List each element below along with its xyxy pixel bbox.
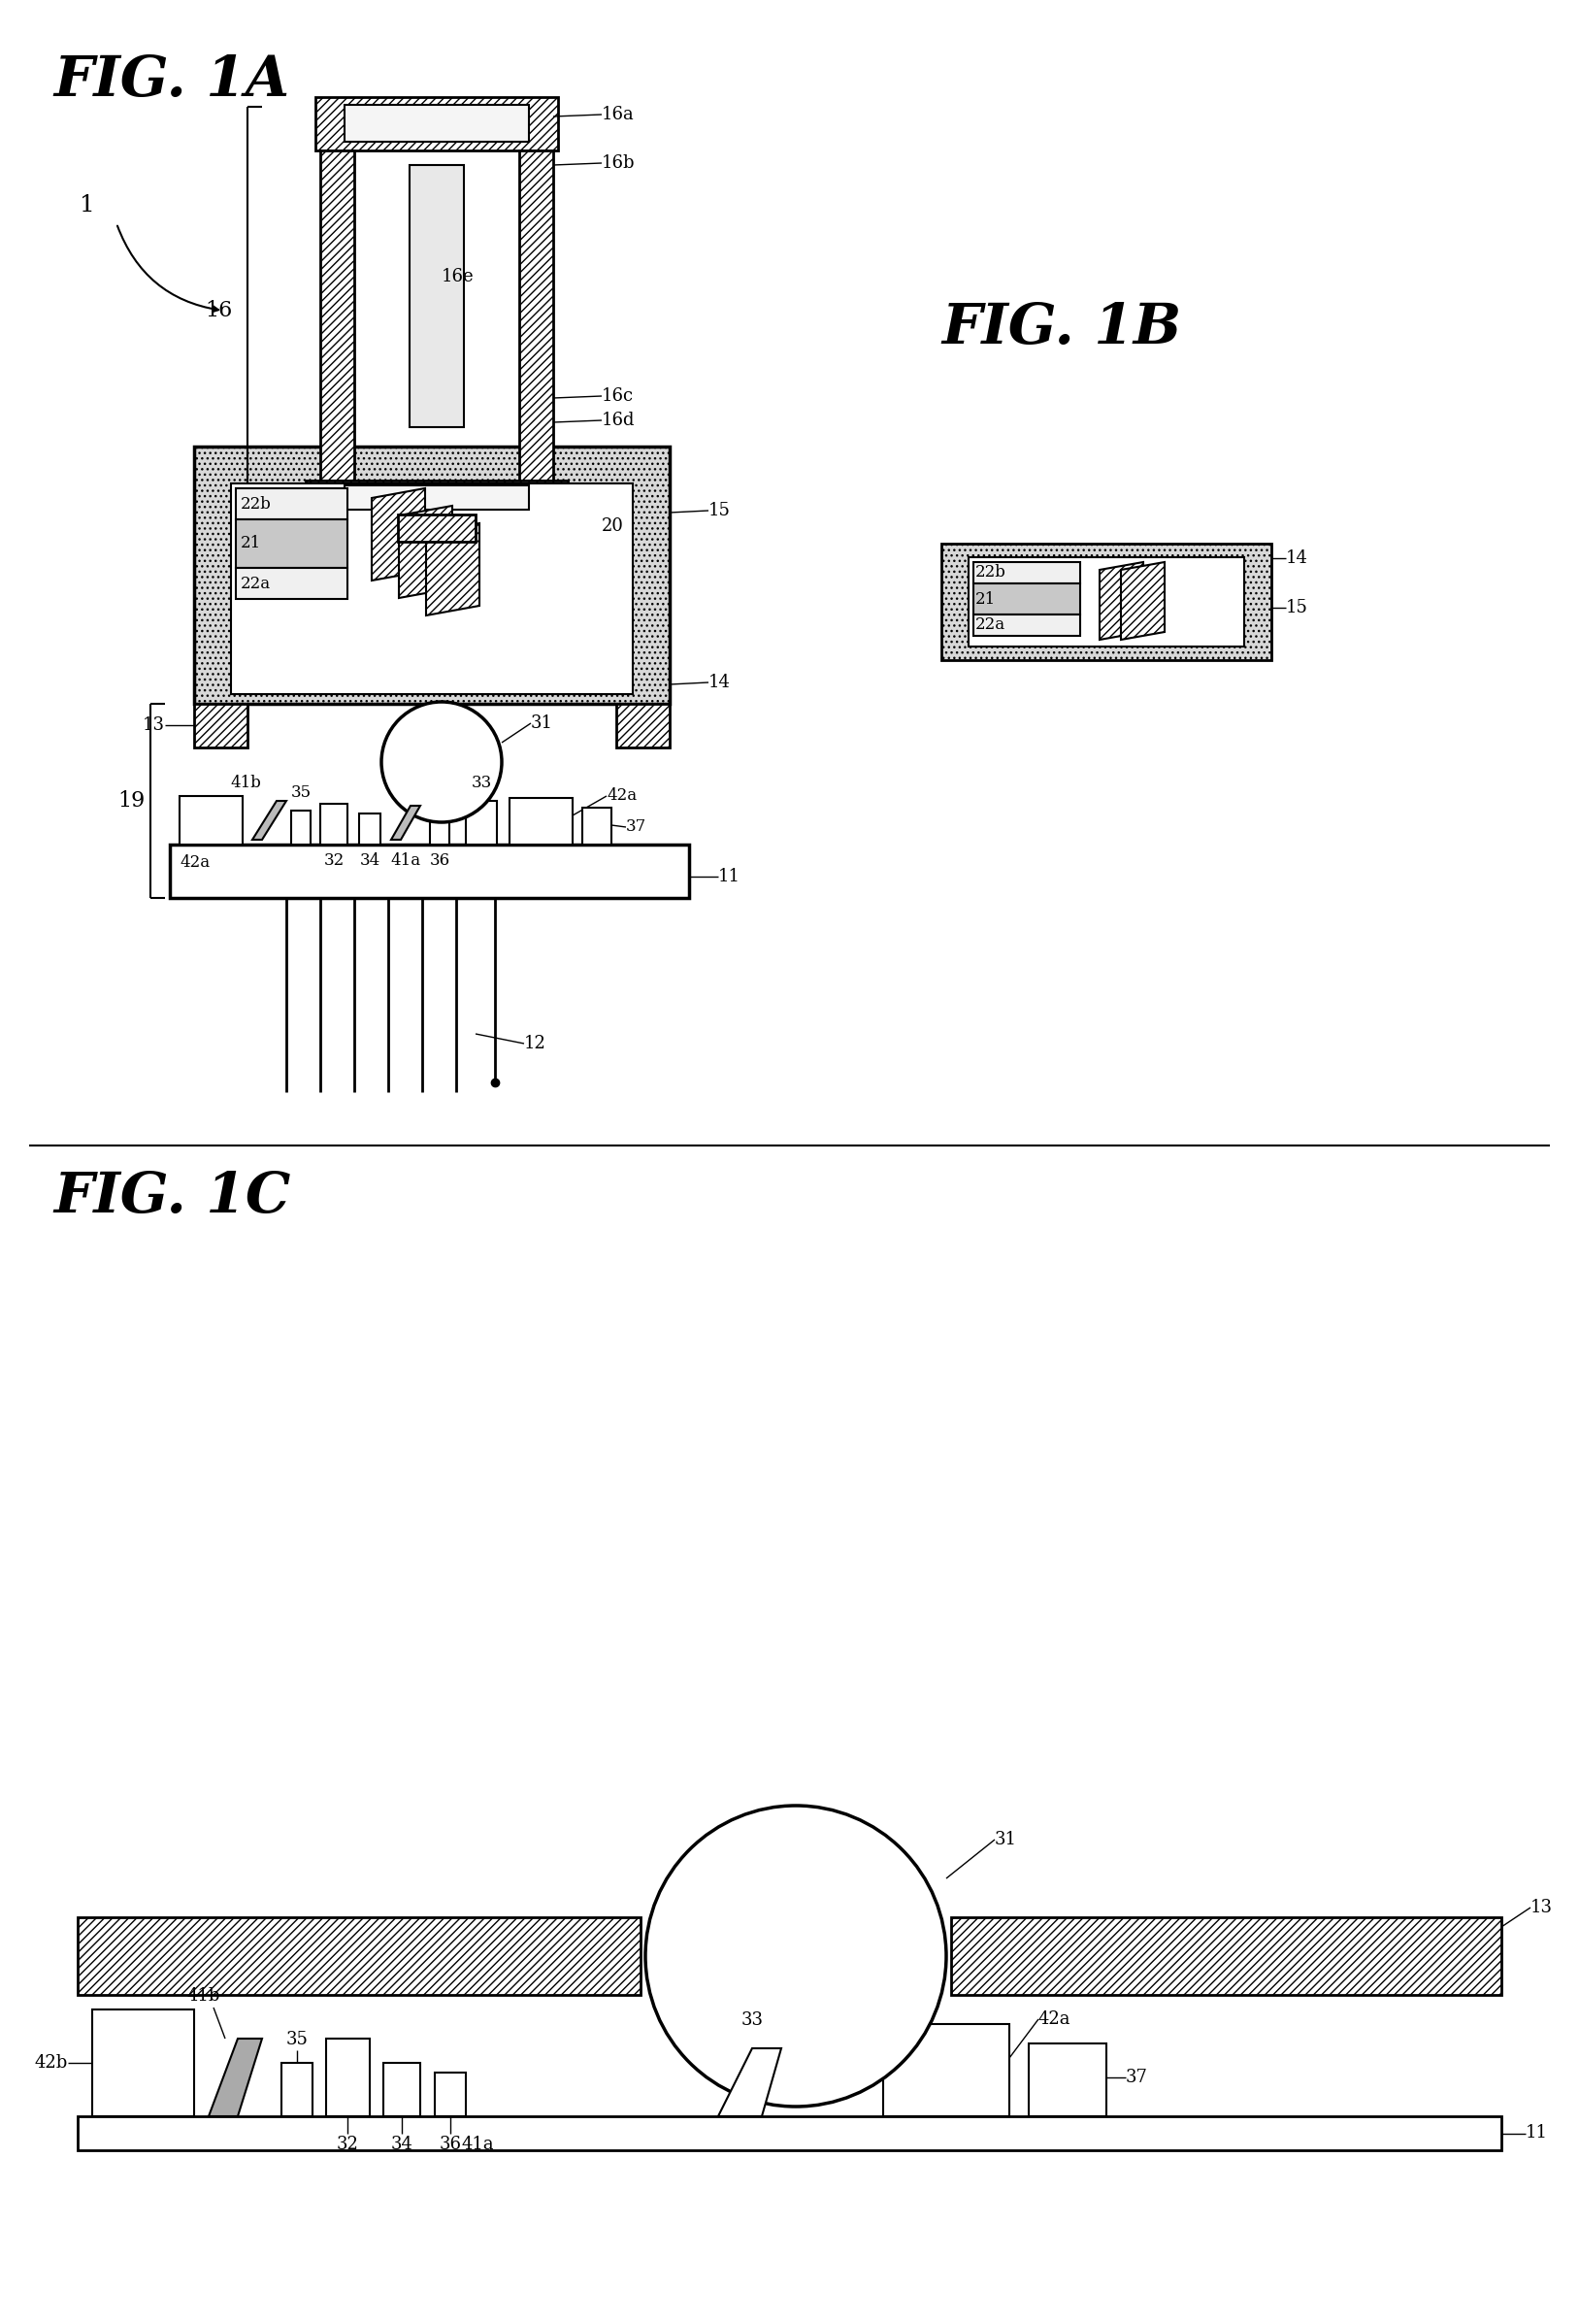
Text: FIG. 1B: FIG. 1B — [941, 300, 1181, 356]
Bar — [973, 583, 1080, 614]
Polygon shape — [392, 806, 420, 839]
Text: 41b: 41b — [231, 774, 261, 790]
Text: 14: 14 — [1285, 548, 1307, 567]
Bar — [384, 2064, 420, 2117]
Text: 16a: 16a — [602, 107, 635, 123]
Bar — [77, 2117, 1502, 2150]
Text: 21: 21 — [240, 535, 261, 551]
Bar — [180, 797, 243, 844]
Text: 36: 36 — [429, 853, 450, 869]
Polygon shape — [718, 2047, 782, 2117]
Text: 22a: 22a — [240, 574, 272, 593]
Polygon shape — [253, 802, 286, 839]
Text: 14: 14 — [709, 674, 731, 690]
Text: 41a: 41a — [461, 2136, 494, 2152]
Text: 42a: 42a — [180, 855, 210, 872]
Text: 16: 16 — [205, 300, 234, 321]
Polygon shape — [208, 2038, 262, 2117]
Bar — [291, 811, 311, 844]
Bar — [519, 151, 553, 481]
Text: 16d: 16d — [602, 411, 635, 430]
Bar — [316, 98, 557, 151]
Bar — [429, 818, 450, 844]
Bar — [235, 488, 347, 518]
Bar — [510, 797, 573, 844]
Bar — [321, 804, 347, 844]
Text: 16b: 16b — [602, 153, 635, 172]
Text: 13: 13 — [142, 716, 164, 734]
Bar — [951, 1917, 1502, 1994]
Bar — [171, 844, 688, 897]
Text: 11: 11 — [1525, 2124, 1547, 2143]
Text: 42b: 42b — [35, 2054, 68, 2071]
Text: 15: 15 — [709, 502, 731, 518]
Text: 36: 36 — [439, 2136, 461, 2152]
Text: 19: 19 — [118, 790, 145, 811]
Bar — [583, 809, 611, 844]
Text: 32: 32 — [324, 853, 344, 869]
Text: 21: 21 — [976, 590, 996, 607]
Text: FIG. 1A: FIG. 1A — [54, 53, 289, 109]
Text: 41b: 41b — [188, 1987, 221, 2006]
Text: 32: 32 — [336, 2136, 358, 2152]
Text: 16c: 16c — [602, 388, 633, 404]
Text: 41a: 41a — [390, 853, 420, 869]
Text: 42a: 42a — [1039, 2010, 1071, 2029]
Bar — [1030, 2043, 1107, 2117]
Text: 22b: 22b — [240, 495, 272, 511]
Bar — [235, 567, 347, 600]
Polygon shape — [426, 523, 480, 616]
Bar — [235, 518, 347, 567]
Bar — [344, 486, 529, 509]
Text: 20: 20 — [602, 518, 624, 535]
Text: 42a: 42a — [606, 788, 636, 804]
Bar — [973, 614, 1080, 637]
Text: 22b: 22b — [976, 565, 1006, 581]
Bar — [358, 813, 381, 844]
Text: 31: 31 — [995, 1831, 1017, 1848]
Bar — [883, 2024, 1009, 2117]
Text: 11: 11 — [718, 867, 741, 885]
Bar — [194, 704, 248, 748]
Bar — [306, 481, 568, 514]
Bar — [344, 105, 529, 142]
Text: 1: 1 — [79, 195, 95, 216]
Text: 13: 13 — [1530, 1899, 1552, 1917]
Polygon shape — [399, 507, 452, 597]
Bar — [321, 151, 354, 481]
Bar — [466, 802, 497, 844]
Text: 35: 35 — [291, 786, 311, 802]
Bar — [327, 2038, 369, 2117]
Text: 33: 33 — [741, 2010, 763, 2029]
Text: 15: 15 — [1285, 600, 1307, 616]
Text: 22a: 22a — [976, 616, 1006, 634]
Polygon shape — [371, 488, 425, 581]
Text: 33: 33 — [471, 774, 491, 790]
Bar — [968, 558, 1244, 646]
Bar — [409, 165, 464, 428]
Bar — [616, 704, 669, 748]
Bar — [973, 562, 1080, 583]
Text: 34: 34 — [360, 853, 381, 869]
Text: 37: 37 — [1126, 2068, 1148, 2087]
Polygon shape — [1099, 562, 1143, 639]
Bar — [231, 483, 633, 695]
Circle shape — [382, 702, 502, 823]
Text: 37: 37 — [625, 818, 646, 834]
Bar — [194, 446, 669, 704]
Circle shape — [646, 1806, 946, 2106]
Polygon shape — [1121, 562, 1165, 639]
Bar — [92, 2010, 194, 2117]
Bar — [77, 1917, 641, 1994]
Text: 35: 35 — [286, 2031, 308, 2047]
Text: 16e: 16e — [442, 267, 474, 286]
Text: 34: 34 — [390, 2136, 412, 2152]
Bar — [941, 544, 1271, 660]
Bar — [434, 2073, 466, 2117]
Text: FIG. 1C: FIG. 1C — [54, 1169, 291, 1225]
Text: 12: 12 — [524, 1034, 546, 1053]
Text: 31: 31 — [531, 713, 553, 732]
Bar — [281, 2064, 313, 2117]
Bar — [398, 514, 475, 541]
